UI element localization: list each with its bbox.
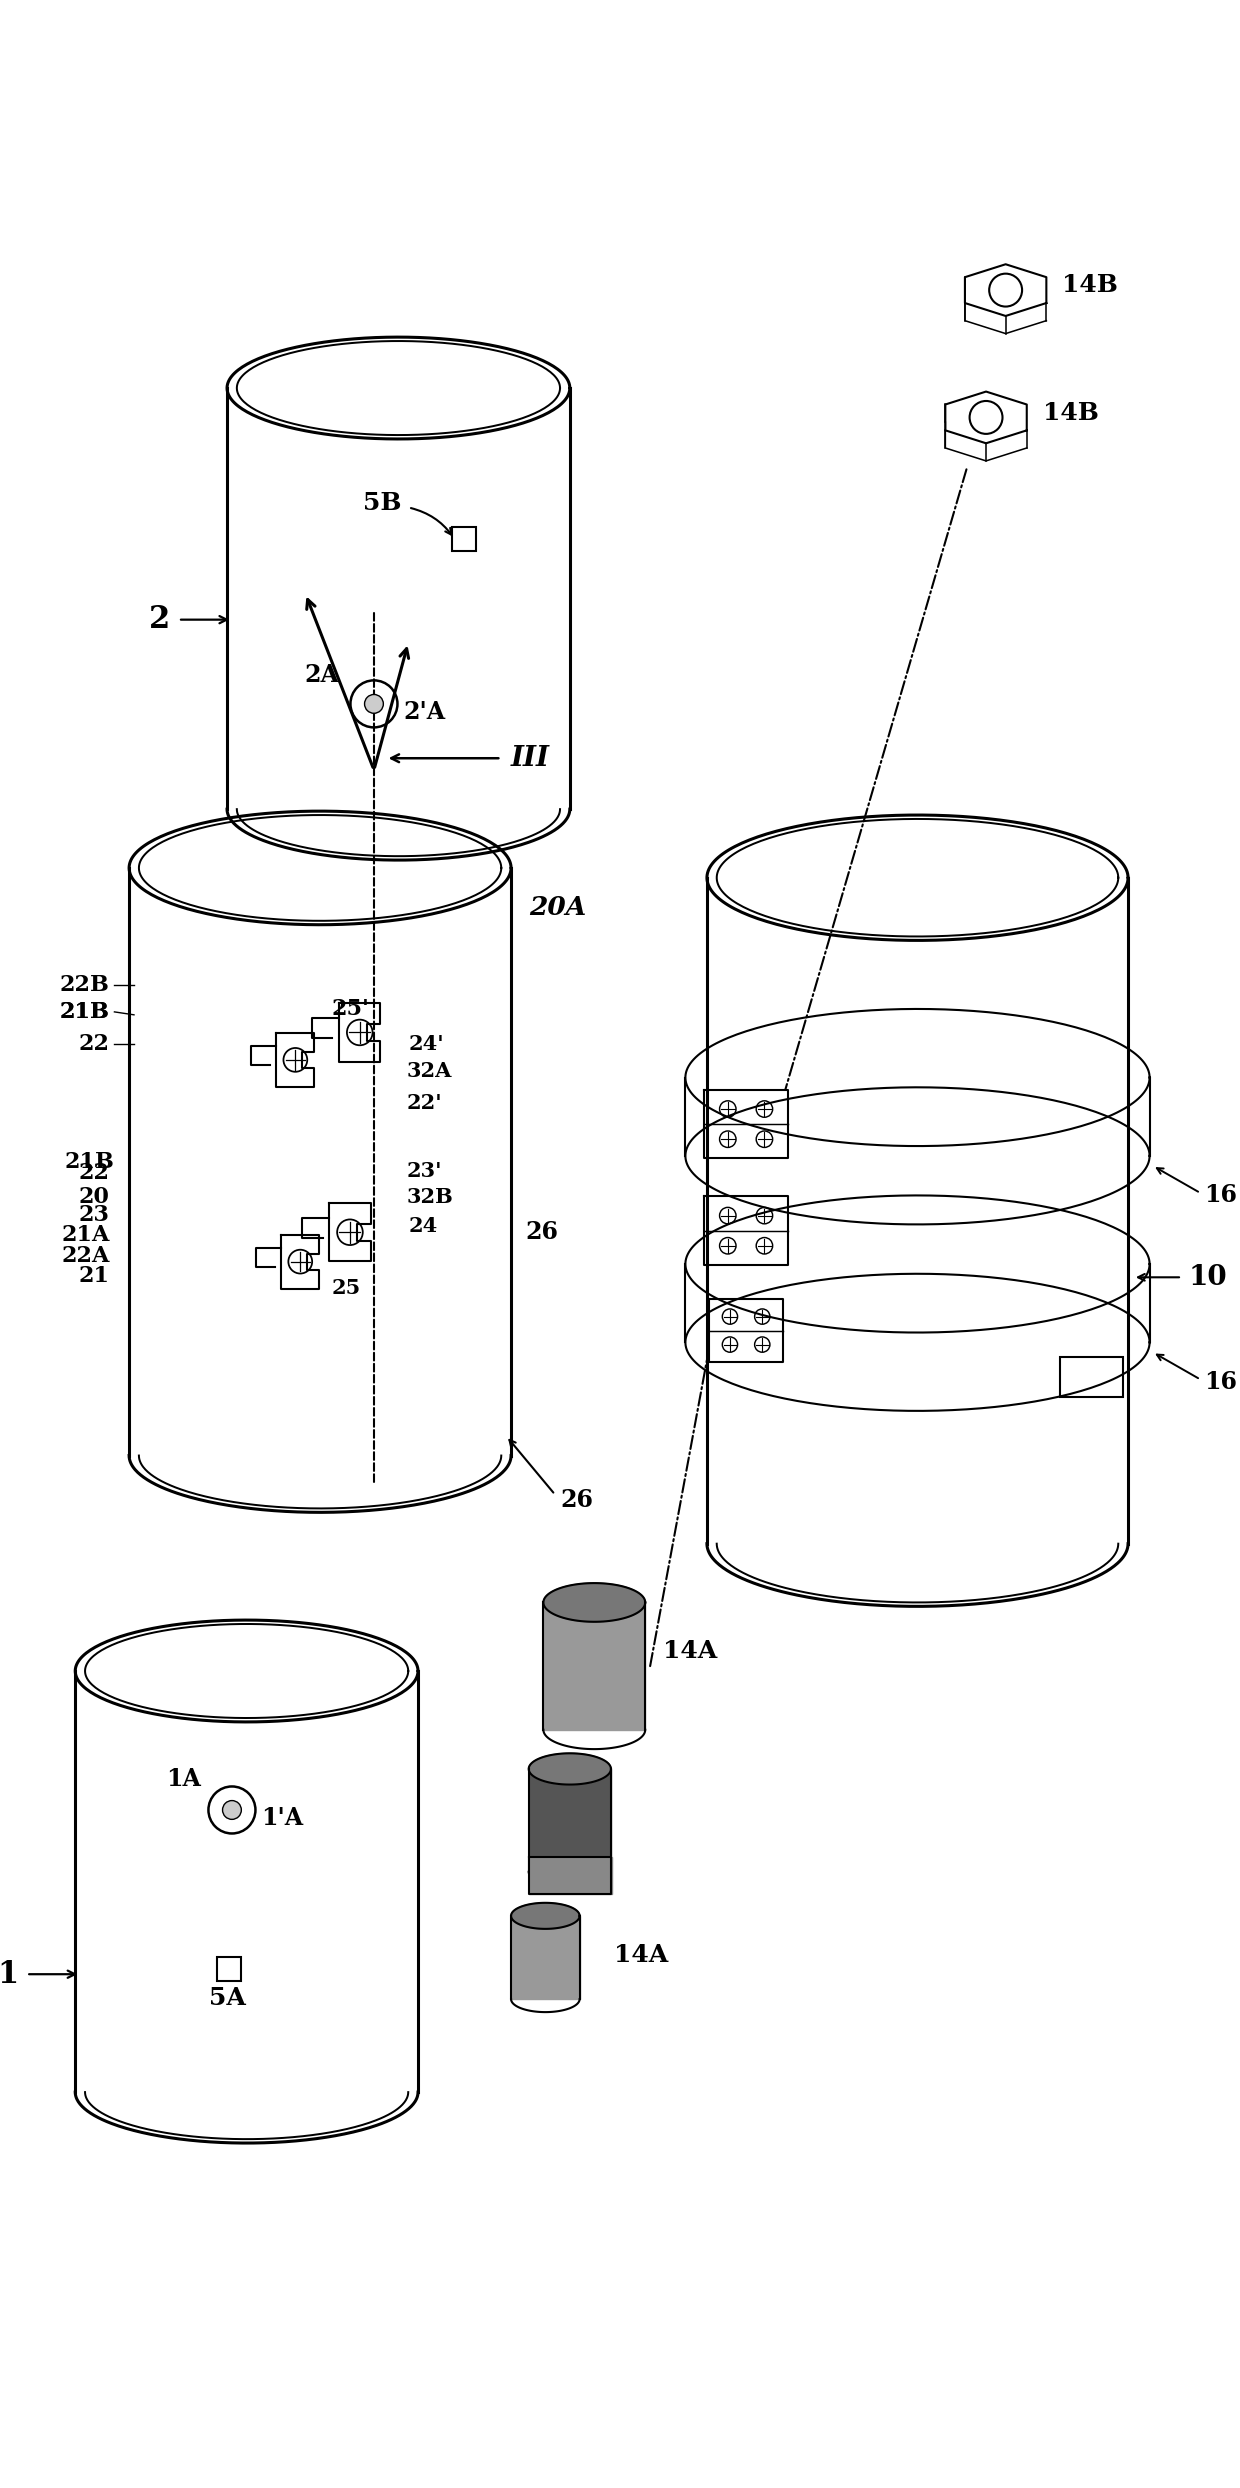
Text: 14A: 14A: [663, 1640, 717, 1664]
Text: 1'A: 1'A: [262, 1806, 304, 1829]
Text: 2A: 2A: [305, 662, 340, 687]
Text: 21B: 21B: [60, 1000, 109, 1023]
Polygon shape: [528, 1754, 611, 1784]
Text: 22: 22: [78, 1033, 109, 1055]
Text: 26: 26: [560, 1488, 593, 1513]
Text: 5B: 5B: [363, 490, 402, 515]
Text: 21B: 21B: [60, 1000, 109, 1023]
Text: 14B: 14B: [1063, 274, 1118, 296]
Text: 23: 23: [78, 1204, 109, 1227]
Text: 21B: 21B: [64, 1152, 114, 1172]
Bar: [217, 1958, 241, 1980]
Text: 26: 26: [526, 1219, 559, 1244]
Text: 23': 23': [407, 1159, 441, 1179]
Text: 22: 22: [78, 1162, 109, 1184]
Text: 21A: 21A: [61, 1224, 109, 1246]
Text: 25: 25: [332, 1279, 361, 1299]
Text: 1: 1: [0, 1958, 19, 1990]
Text: III: III: [511, 744, 551, 771]
Bar: [528, 1769, 611, 1871]
Circle shape: [222, 1801, 242, 1819]
Text: 10: 10: [1189, 1264, 1228, 1291]
Text: 1A: 1A: [166, 1766, 201, 1791]
Text: 2'A: 2'A: [403, 699, 445, 724]
Text: 22B: 22B: [60, 975, 109, 998]
Text: 16: 16: [1204, 1368, 1238, 1393]
Text: 32A: 32A: [407, 1060, 451, 1080]
Text: 24: 24: [408, 1217, 438, 1237]
Bar: [528, 1856, 611, 1893]
Polygon shape: [511, 1903, 579, 1928]
Polygon shape: [543, 1582, 645, 1622]
Bar: [543, 1602, 645, 1729]
Bar: [1059, 1358, 1123, 1398]
Text: 21: 21: [78, 1266, 109, 1286]
Text: 24': 24': [408, 1035, 444, 1055]
Text: 14B: 14B: [1043, 401, 1099, 425]
Text: 22': 22': [407, 1092, 441, 1112]
Text: 14A: 14A: [614, 1943, 668, 1968]
Bar: [453, 527, 476, 550]
Text: 20: 20: [78, 1187, 109, 1209]
Text: 22A: 22A: [61, 1244, 109, 1266]
Text: 25': 25': [332, 998, 370, 1020]
Bar: [511, 1916, 579, 1998]
Text: 32B: 32B: [407, 1187, 453, 1207]
Text: 5A: 5A: [208, 1985, 246, 2010]
Circle shape: [365, 694, 383, 714]
Text: 16: 16: [1204, 1182, 1238, 1207]
Text: 2: 2: [149, 605, 170, 634]
Text: 20A: 20A: [528, 896, 587, 921]
